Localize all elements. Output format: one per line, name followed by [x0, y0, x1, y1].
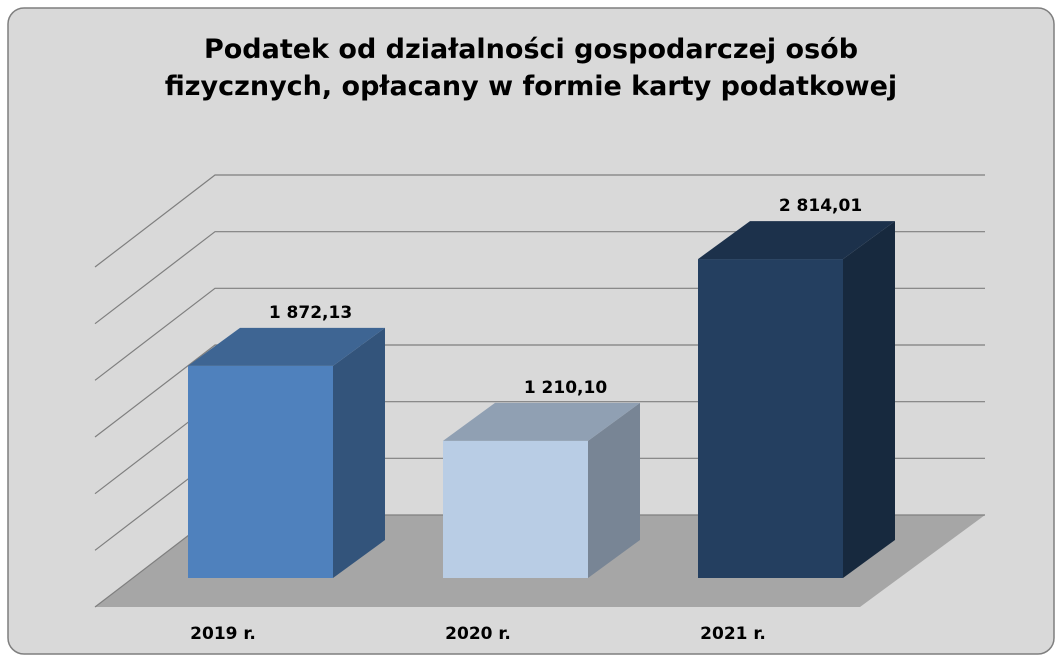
- bar-top: [188, 327, 385, 366]
- grid-line: [94, 231, 985, 325]
- bar-top: [698, 221, 895, 260]
- bar-side: [333, 327, 385, 578]
- bar: [698, 259, 843, 578]
- x-tick-label: 2021 r.: [700, 624, 766, 644]
- x-tick-label: 2020 r.: [445, 624, 511, 644]
- bar-side: [588, 402, 640, 578]
- chart-title: Podatek od działalności gospodarczej osó…: [204, 34, 858, 65]
- data-label: 1 872,13: [269, 303, 352, 323]
- bar-side: [843, 221, 895, 579]
- bar-top: [443, 402, 640, 441]
- data-label: 2 814,01: [779, 196, 862, 216]
- grid-line: [94, 174, 985, 268]
- bar: [443, 440, 588, 578]
- bar: [188, 365, 333, 578]
- x-tick-label: 2019 r.: [190, 624, 256, 644]
- chart-title: fizycznych, opłacany w formie karty poda…: [165, 71, 897, 102]
- data-label: 1 210,10: [524, 378, 608, 398]
